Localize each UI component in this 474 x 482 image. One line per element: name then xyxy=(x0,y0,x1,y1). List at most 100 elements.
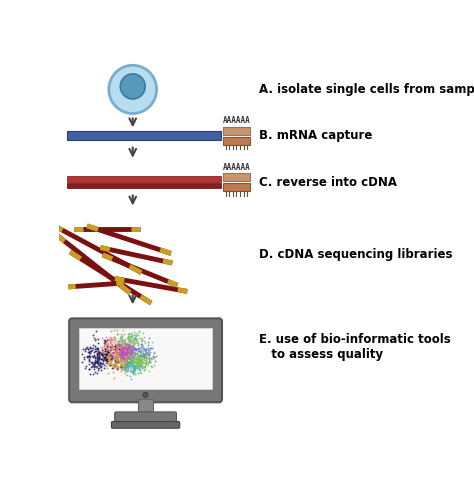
Point xyxy=(120,348,128,356)
Point xyxy=(126,337,134,345)
Point xyxy=(130,344,137,352)
Point xyxy=(140,362,148,369)
Point xyxy=(123,351,130,359)
Point xyxy=(117,340,125,348)
Point xyxy=(126,352,134,360)
Point xyxy=(109,352,116,360)
Point xyxy=(95,352,103,360)
Point xyxy=(122,346,130,353)
Point xyxy=(152,352,160,360)
Point xyxy=(130,357,137,364)
Point xyxy=(137,343,145,351)
Point xyxy=(131,335,139,342)
FancyBboxPatch shape xyxy=(223,183,250,191)
Point xyxy=(138,336,146,344)
Point xyxy=(107,344,115,352)
Point xyxy=(112,344,120,352)
Point xyxy=(100,354,107,362)
Point xyxy=(122,341,130,349)
Point xyxy=(128,348,136,356)
Point xyxy=(127,366,134,374)
Point xyxy=(115,352,123,360)
Point xyxy=(129,367,137,375)
Point xyxy=(102,346,110,353)
Point xyxy=(128,362,135,370)
Point xyxy=(107,354,114,362)
Point xyxy=(124,344,131,352)
Point xyxy=(127,359,135,367)
Point xyxy=(95,350,102,358)
Point xyxy=(120,339,128,347)
Point xyxy=(137,356,145,364)
Point xyxy=(119,352,127,360)
Point xyxy=(93,344,100,351)
Point xyxy=(137,362,144,370)
Point xyxy=(107,350,115,358)
Point xyxy=(123,352,131,360)
Point xyxy=(136,356,144,363)
Point xyxy=(120,366,128,374)
Point xyxy=(120,352,128,360)
Point xyxy=(90,365,98,373)
FancyBboxPatch shape xyxy=(111,422,180,428)
Point xyxy=(126,335,133,342)
Point xyxy=(135,347,143,355)
Point xyxy=(111,342,119,350)
Point xyxy=(135,353,143,361)
Point xyxy=(131,335,139,342)
Point xyxy=(86,353,94,361)
Point xyxy=(100,364,108,372)
Point xyxy=(142,361,150,368)
Point xyxy=(109,352,117,360)
Point xyxy=(93,345,101,353)
Point xyxy=(109,364,117,372)
Point xyxy=(124,349,131,357)
Point xyxy=(127,329,134,337)
Point xyxy=(118,354,126,362)
Point xyxy=(143,356,150,364)
Point xyxy=(110,342,118,349)
Point xyxy=(146,346,153,354)
Point xyxy=(86,344,93,352)
Point xyxy=(120,344,128,352)
Point xyxy=(117,359,125,366)
Point xyxy=(137,356,144,364)
Point xyxy=(113,343,120,351)
Point xyxy=(113,354,120,362)
Point xyxy=(133,364,140,372)
Point xyxy=(115,356,122,363)
Circle shape xyxy=(120,74,145,99)
Point xyxy=(141,339,149,347)
Point xyxy=(94,356,102,363)
Point xyxy=(118,362,126,370)
Point xyxy=(116,356,123,364)
Point xyxy=(139,350,146,358)
Point xyxy=(102,349,109,357)
Point xyxy=(132,360,140,368)
Point xyxy=(137,361,145,368)
Point xyxy=(104,346,112,353)
Point xyxy=(96,355,103,363)
Point xyxy=(94,345,101,353)
Point xyxy=(124,348,131,355)
Point xyxy=(116,363,123,371)
Point xyxy=(119,353,127,361)
Point xyxy=(100,354,108,362)
Point xyxy=(132,329,139,337)
Point xyxy=(93,345,100,352)
Point xyxy=(120,349,128,357)
Point xyxy=(116,342,124,350)
Point xyxy=(118,355,126,362)
Point xyxy=(143,354,151,362)
Point xyxy=(106,339,114,347)
Point xyxy=(81,347,89,354)
Point xyxy=(119,346,127,354)
Point xyxy=(99,348,107,356)
Point xyxy=(118,348,126,356)
Point xyxy=(100,361,108,369)
Point xyxy=(136,360,143,367)
Point xyxy=(98,343,105,351)
Point xyxy=(92,335,100,343)
Point xyxy=(129,355,137,362)
Point xyxy=(120,363,128,371)
